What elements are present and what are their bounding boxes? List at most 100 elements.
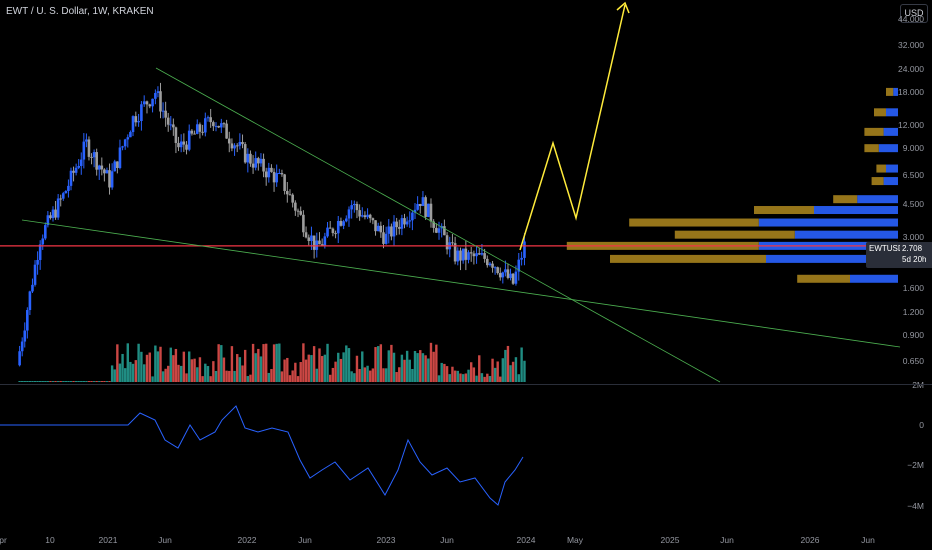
volume-bar	[334, 361, 337, 382]
candle-body	[64, 190, 68, 194]
candle-body	[220, 123, 223, 128]
candle-body	[257, 158, 260, 164]
volume-bar	[123, 368, 127, 382]
candle-body	[475, 253, 478, 257]
candle-body	[296, 210, 300, 212]
support-trendline	[21, 219, 901, 348]
candle-body	[336, 220, 340, 234]
volume-bar	[302, 343, 305, 382]
chart-title: EWT / U. S. Dollar, 1W, KRAKEN	[6, 6, 154, 17]
volume-bar	[249, 374, 252, 382]
volume-bar	[350, 371, 353, 382]
candle-body	[74, 167, 78, 173]
volume-profile-down-bar	[876, 164, 886, 173]
volume-bar	[272, 344, 276, 382]
volume-bar	[506, 345, 510, 382]
volume-bar	[72, 381, 75, 382]
candle-body	[384, 233, 388, 244]
candle-body	[222, 123, 226, 125]
volume-bar	[100, 381, 104, 382]
volume-bar	[62, 381, 65, 382]
candle-body	[121, 146, 124, 148]
volume-bar	[467, 369, 470, 382]
candle-body	[392, 221, 396, 237]
time-tick-label: May	[566, 535, 584, 545]
volume-bar	[198, 357, 202, 382]
candle-body	[408, 220, 412, 222]
volume-bar	[225, 370, 228, 382]
candle-body	[418, 203, 422, 206]
currency-button[interactable]: USD	[900, 4, 928, 23]
candle-body	[307, 237, 311, 241]
candle-body	[198, 124, 202, 132]
volume-bar	[103, 381, 106, 382]
volume-bar	[326, 343, 329, 382]
candle-body	[350, 205, 353, 210]
candle-body	[270, 167, 273, 172]
volume-bar	[304, 359, 308, 382]
volume-bar	[85, 381, 88, 382]
volume-bar	[408, 359, 411, 382]
candle-body	[227, 138, 231, 144]
candle-body	[302, 214, 305, 233]
volume-bar	[413, 350, 417, 382]
candle-body	[520, 257, 523, 260]
candle-body	[105, 170, 109, 174]
candle-body	[172, 124, 175, 128]
volume-bar	[159, 346, 162, 382]
volume-profile-down-bar	[674, 230, 795, 239]
volume-bar	[182, 351, 186, 382]
candle-body	[283, 174, 286, 192]
candle-body	[405, 221, 409, 225]
volume-bar	[151, 376, 154, 382]
volume-bar	[164, 368, 167, 382]
volume-bar	[264, 343, 268, 382]
volume-profile-down-bar	[833, 195, 858, 204]
volume-bar	[257, 348, 260, 382]
volume-bar	[337, 352, 340, 382]
time-tick-label: Jun	[298, 535, 312, 545]
last-price: 2.708	[902, 244, 923, 253]
candle-body	[31, 284, 34, 292]
candle-body	[504, 269, 507, 273]
candle-body	[299, 211, 303, 215]
volume-bar	[398, 367, 401, 382]
candle-body	[28, 291, 32, 311]
volume-bar	[453, 370, 457, 382]
volume-bar	[246, 376, 250, 382]
volume-bar	[222, 357, 226, 382]
volume-bar	[323, 354, 327, 382]
candle-body	[264, 171, 268, 178]
volume-bar	[318, 348, 321, 382]
volume-bar	[435, 344, 438, 382]
volume-bar	[193, 358, 196, 382]
volume-bar	[296, 376, 300, 382]
candle-body	[249, 153, 252, 164]
candle-body	[38, 244, 42, 260]
candle-body	[501, 272, 505, 278]
volume-bar	[236, 354, 239, 382]
price-tick-label: 1.200	[902, 306, 924, 317]
indicator-tick-label: −4M	[907, 501, 924, 511]
volume-bar	[483, 376, 486, 382]
volume-profile-up-bar	[886, 108, 898, 117]
volume-bar	[496, 361, 499, 382]
candle-body	[411, 212, 414, 221]
volume-bar	[262, 344, 265, 382]
volume-bar	[437, 375, 441, 382]
candle-body	[214, 125, 218, 127]
volume-bar	[270, 369, 273, 382]
volume-bar	[345, 345, 348, 382]
volume-bar	[294, 362, 297, 382]
candle-body	[429, 203, 433, 222]
volume-bar	[456, 370, 459, 382]
volume-bar	[523, 360, 526, 382]
volume-bar	[411, 368, 414, 382]
volume-profile-up-bar	[878, 144, 898, 153]
volume-bar	[217, 344, 220, 382]
candle-body	[498, 273, 502, 278]
candle-body	[445, 235, 449, 250]
pane-separator[interactable]	[0, 384, 932, 385]
candle-body	[451, 242, 454, 244]
